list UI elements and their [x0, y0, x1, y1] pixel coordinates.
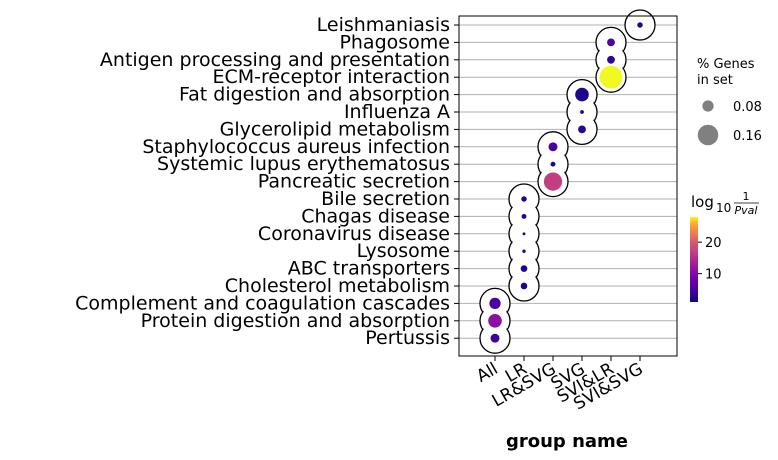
size-legend: % Genes in set 0.08 0.16 — [697, 57, 762, 146]
y-tick-label: ABC transporters — [288, 258, 450, 280]
y-tick-label: Antigen processing and presentation — [100, 49, 450, 71]
data-point — [637, 22, 643, 28]
size-legend-title-line-1: % Genes — [697, 57, 755, 72]
y-tick-label: Cholesterol metabolism — [225, 275, 450, 297]
colorbar: log 10 1 Pval 10 20 — [690, 190, 759, 302]
size-legend-marker — [697, 124, 719, 146]
data-point — [578, 125, 586, 134]
data-point — [522, 232, 526, 236]
colorbar-title-subscript: 10 — [716, 201, 731, 215]
colorbar-title-denominator: Pval — [735, 204, 758, 217]
y-tick-label: ECM-receptor interaction — [213, 66, 450, 88]
data-point — [489, 297, 501, 310]
y-tick-label: Pertussis — [365, 327, 450, 349]
data-point — [522, 249, 526, 253]
size-legend-label: 0.16 — [733, 129, 762, 144]
y-tick-label: Fat digestion and absorption — [179, 84, 450, 106]
y-tick-label: Bile secretion — [321, 188, 450, 210]
data-point — [490, 333, 500, 343]
y-tick-label: Glycerolipid metabolism — [220, 118, 450, 140]
y-tick-label: Chagas disease — [301, 205, 450, 227]
x-axis-label: group name — [506, 431, 628, 452]
y-tick-label: Systemic lupus erythematosus — [157, 153, 450, 175]
x-tick-label: All — [473, 359, 501, 387]
size-legend-label: 0.08 — [733, 100, 762, 115]
plot-area-frame — [458, 15, 678, 357]
size-legend-items: 0.08 0.16 — [697, 100, 762, 146]
data-point — [575, 87, 589, 102]
data-point — [548, 142, 558, 152]
data-point — [543, 172, 563, 191]
y-tick-label: Lysosome — [357, 240, 450, 262]
grid-lines — [459, 24, 677, 339]
colorbar-title-numerator: 1 — [743, 190, 750, 203]
data-point — [580, 110, 584, 114]
data-point — [488, 314, 502, 328]
data-point — [599, 65, 623, 89]
colorbar-title-log: log — [691, 193, 714, 211]
colorbar-ticks: 10 20 — [698, 236, 722, 283]
data-point — [520, 265, 528, 272]
y-tick-label: Phagosome — [339, 31, 450, 53]
data-point — [607, 55, 615, 64]
data-dots — [488, 22, 643, 343]
data-point — [550, 161, 556, 167]
data-point — [521, 196, 527, 202]
y-tick-label: Leishmaniasis — [317, 14, 450, 36]
size-legend-title-line-2: in set — [697, 73, 733, 88]
data-point — [521, 213, 527, 219]
data-point — [520, 282, 528, 290]
y-tick-label: Influenza A — [344, 101, 450, 123]
y-tick-label: Pancreatic secretion — [258, 171, 450, 193]
colorbar-tick-label: 10 — [705, 268, 722, 283]
size-legend-marker — [702, 100, 714, 112]
colorbar-gradient — [690, 217, 698, 302]
colorbar-tick-label: 20 — [705, 236, 722, 251]
y-tick-label: Staphylococcus aureus infection — [142, 136, 450, 158]
data-point — [607, 38, 615, 47]
y-tick-label: Coronavirus disease — [258, 223, 450, 245]
y-tick-label: Complement and coagulation cascades — [75, 292, 450, 314]
y-tick-label: Protein digestion and absorption — [141, 310, 450, 332]
